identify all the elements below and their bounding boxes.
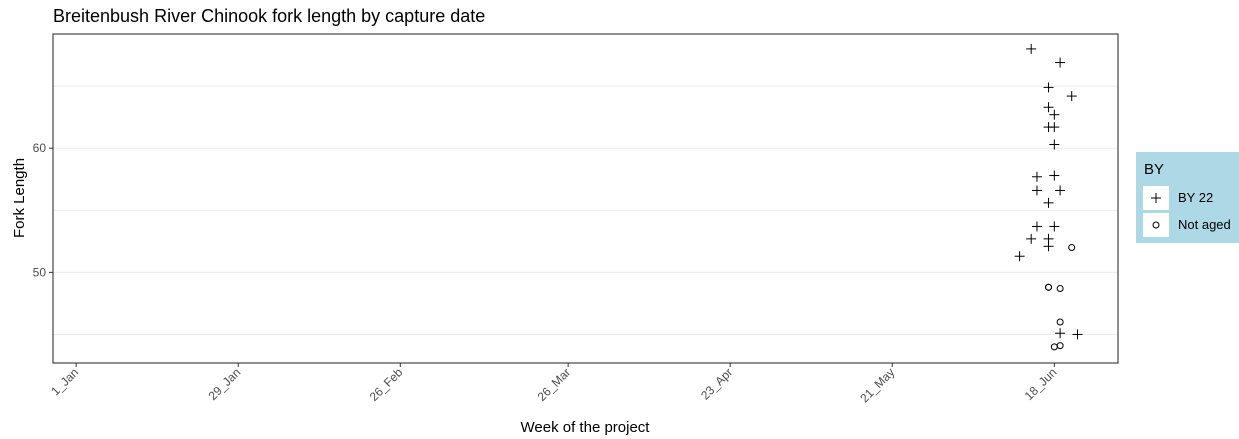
- point-not-aged: [1045, 283, 1053, 291]
- plot-border: [52, 33, 1119, 364]
- x-tick-label: 1_Jan: [48, 365, 81, 398]
- point-by22: [1043, 82, 1054, 93]
- point-not-aged: [1068, 244, 1076, 252]
- x-tick-label: 21_May: [857, 365, 897, 405]
- point-by22: [1014, 251, 1025, 262]
- legend-key: [1143, 213, 1169, 237]
- point-not-aged: [1056, 285, 1064, 293]
- legend-entries: BY 22 Not aged: [1143, 186, 1231, 237]
- point-by22: [1031, 185, 1042, 196]
- point-by22: [1026, 233, 1037, 244]
- x-tick-label: 23_Apr: [698, 365, 735, 402]
- point-by22: [1055, 57, 1066, 68]
- legend-label: Not aged: [1178, 217, 1231, 232]
- point-by22: [1031, 221, 1042, 232]
- point-by22: [1049, 170, 1060, 181]
- x-axis-label: Week of the project: [521, 419, 651, 436]
- point-by22: [1031, 171, 1042, 182]
- point-by22: [1072, 329, 1083, 340]
- legend-plus-icon: [1151, 193, 1161, 203]
- y-axis-label: Fork Length: [11, 158, 28, 238]
- point-by22: [1026, 43, 1037, 54]
- legend: BY BY 22 Not aged: [1136, 152, 1239, 243]
- x-tick-label: 26_Mar: [535, 365, 574, 404]
- plot-panel: [53, 34, 1118, 363]
- x-axis: 1_Jan 29_Jan 26_Feb 26_Mar 23_Apr 21_May 18_Ju…: [48, 363, 1059, 405]
- point-by22: [1066, 91, 1077, 102]
- legend-circle-icon: [1152, 221, 1160, 229]
- point-not-aged: [1050, 343, 1058, 351]
- point-by22: [1043, 197, 1054, 208]
- plot-area: [52, 33, 1119, 364]
- point-by22: [1055, 185, 1066, 196]
- legend-label: BY 22: [1178, 190, 1213, 205]
- y-axis: 50 60: [33, 141, 53, 279]
- x-tick-label: 29_Jan: [206, 365, 244, 403]
- point-by22: [1049, 139, 1060, 150]
- point-by22: [1049, 109, 1060, 120]
- point-by22: [1043, 102, 1054, 113]
- y-tick-label: 60: [33, 141, 47, 155]
- point-by22: [1055, 328, 1066, 339]
- legend-title: BY: [1144, 161, 1164, 178]
- point-by22: [1049, 122, 1060, 133]
- x-tick-label: 18_Jun: [1022, 365, 1060, 403]
- grid-lines: [53, 85, 1118, 335]
- point-by22: [1043, 241, 1054, 252]
- data-points: [1014, 43, 1083, 351]
- y-tick-label: 50: [33, 265, 47, 279]
- point-by22: [1049, 221, 1060, 232]
- x-tick-label: 26_Feb: [367, 365, 406, 404]
- chart-title: Breitenbush River Chinook fork length by…: [53, 6, 485, 26]
- point-not-aged: [1056, 318, 1064, 326]
